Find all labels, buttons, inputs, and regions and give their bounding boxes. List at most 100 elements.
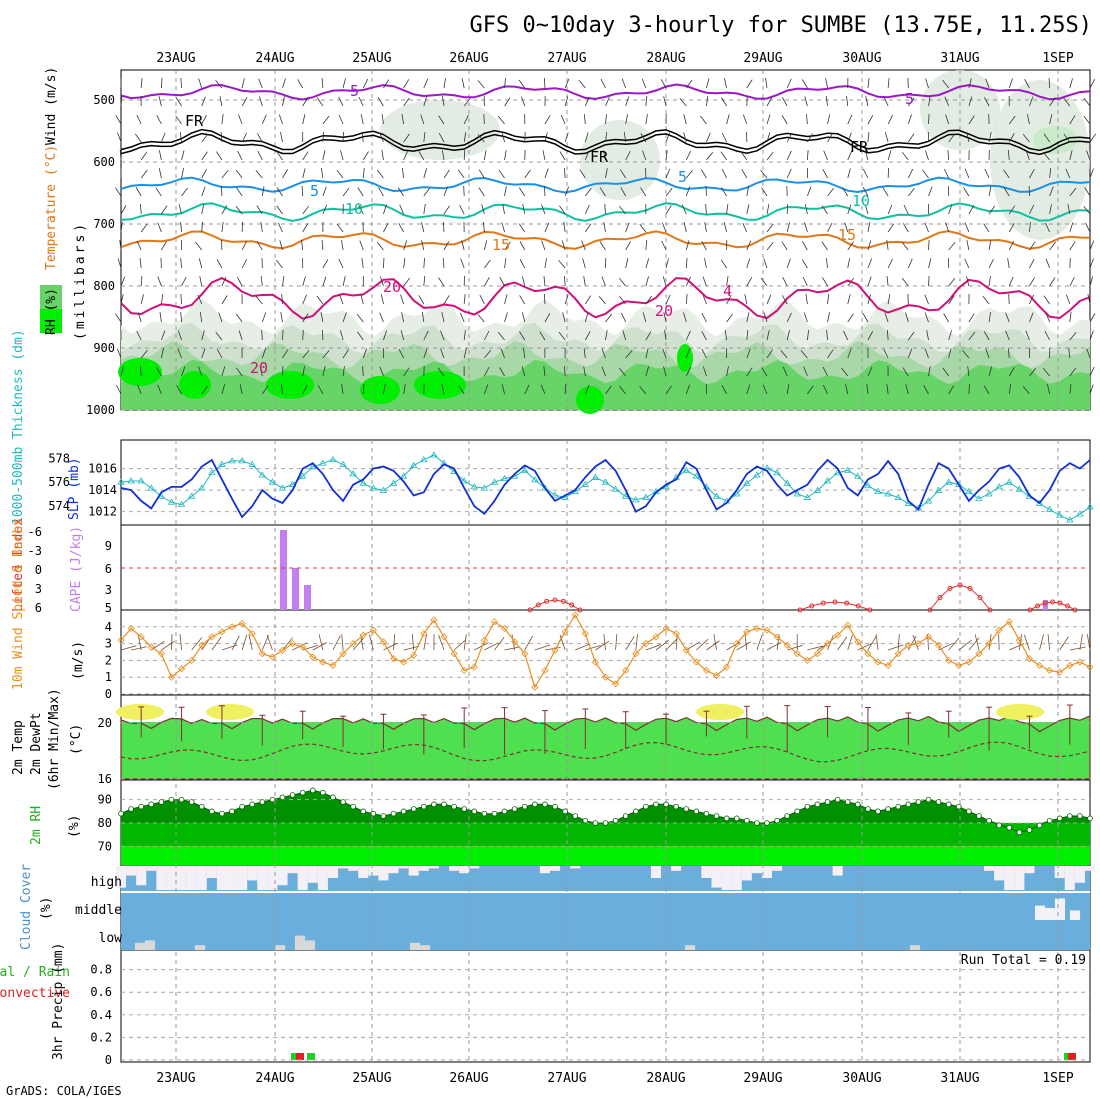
wind-barb <box>807 133 814 143</box>
wind-barb <box>176 385 182 395</box>
contour-label: 5 <box>905 90 914 108</box>
wind-barb <box>827 349 834 359</box>
wind-barb <box>321 239 324 251</box>
rh2m-point <box>209 808 215 815</box>
wind-barb <box>544 168 549 179</box>
wind-barb <box>361 258 364 269</box>
wind-barb <box>140 365 142 377</box>
wind10-point <box>702 666 711 675</box>
wind10-point <box>309 653 317 661</box>
wind-barb <box>1089 366 1095 377</box>
wind-barb <box>1008 240 1014 251</box>
cloud-high-bar <box>307 866 318 883</box>
wind-barb <box>988 276 991 287</box>
wind-barb <box>442 258 445 269</box>
wind-barb <box>342 349 349 359</box>
wind-barb <box>201 96 206 107</box>
wind-barb <box>886 240 889 251</box>
wind-barb <box>362 365 364 377</box>
wind-barb <box>721 168 727 179</box>
wind-barb <box>907 114 912 125</box>
wind-barb <box>260 222 263 233</box>
wind-barb <box>1007 150 1010 161</box>
rh2m-point <box>330 794 336 801</box>
wind-barb <box>423 132 426 143</box>
precip-bar <box>296 1053 304 1060</box>
contour-label: 15 <box>492 236 510 254</box>
wind-barb <box>781 241 788 251</box>
wind-barb <box>726 366 729 377</box>
wind10-barb <box>1069 646 1086 651</box>
wind-barb <box>887 258 893 269</box>
wind10-barb <box>645 644 662 651</box>
cloud-low-bar <box>134 942 146 950</box>
wind-barb <box>704 258 707 269</box>
rh2m-point <box>663 801 669 808</box>
wind-barb <box>322 259 329 269</box>
wind10-barb <box>1059 636 1069 651</box>
wind-barb <box>301 185 304 197</box>
contour-label: 4 <box>723 282 732 300</box>
wind-barb <box>440 348 445 359</box>
wind-barb <box>519 241 526 251</box>
wind-barb <box>1008 78 1013 89</box>
wind-barb <box>766 151 774 161</box>
wind-barb <box>544 132 548 143</box>
wind-barb <box>801 259 808 269</box>
thickness-point <box>894 493 902 500</box>
wind-barb <box>1089 330 1094 341</box>
wind-barb <box>685 294 688 305</box>
wind-barb <box>665 132 670 143</box>
thickness-point <box>349 470 357 477</box>
wind10-barb <box>131 646 147 651</box>
wind-barb <box>140 275 143 287</box>
wind-barb <box>239 384 243 395</box>
temp2m-ylabel3: (6hr Min/Max) <box>47 688 62 790</box>
wind-barb <box>1086 348 1091 359</box>
rh2m-point <box>178 796 185 803</box>
cloud-high-bar <box>1004 866 1015 890</box>
wind-barb <box>762 384 768 395</box>
wind-barb <box>726 204 729 215</box>
wind-barb <box>601 276 606 287</box>
wind-barb <box>701 240 707 251</box>
li-tick: 3 <box>35 582 42 596</box>
temp2m-warm-patch <box>116 704 164 720</box>
wind-barb <box>679 98 687 107</box>
wind-barb <box>962 350 970 359</box>
rh2m-point <box>1006 824 1013 831</box>
wind-barb <box>484 350 492 359</box>
wind-barb <box>964 168 970 179</box>
wind10-barb <box>474 642 489 651</box>
wind-barb <box>179 132 182 143</box>
rh-moist-blob <box>380 100 500 160</box>
wind10-point <box>147 643 155 651</box>
thickness-point <box>278 484 287 491</box>
wind-barb <box>543 366 546 377</box>
wind10-point <box>793 650 801 658</box>
wind-barb <box>1029 204 1035 215</box>
wind-barb <box>543 276 546 287</box>
wind-barb <box>120 276 126 287</box>
wind-barb <box>827 294 830 305</box>
wind-barb <box>982 295 990 305</box>
rh2m-point <box>703 810 710 817</box>
contour-label: FR <box>590 148 609 166</box>
wind-barb <box>884 132 889 143</box>
upper-axis-labels: RH (%) Temperature (°C) Wind (m/s) (mill… <box>44 67 88 340</box>
thickness-point <box>369 484 378 491</box>
wind-barb <box>948 241 956 251</box>
cloud-high-bar <box>257 866 268 890</box>
wind10-point <box>1025 655 1034 663</box>
wind-barb <box>761 187 768 197</box>
wind-barb <box>117 132 122 143</box>
wind-barb <box>443 295 450 305</box>
thickness-point <box>1086 503 1094 510</box>
wind-barb <box>664 330 667 341</box>
wind-barb <box>704 222 707 233</box>
wind-barb <box>201 221 203 233</box>
wind-barb <box>583 366 586 377</box>
wind-barb <box>663 96 667 107</box>
wind-barb <box>544 313 551 323</box>
wind-barb <box>483 384 489 395</box>
